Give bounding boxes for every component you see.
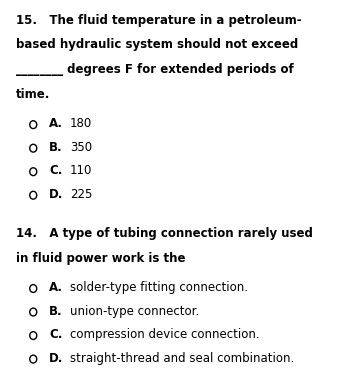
- Text: straight-thread and seal combination.: straight-thread and seal combination.: [70, 352, 294, 365]
- Text: A.: A.: [49, 281, 63, 294]
- Circle shape: [30, 285, 37, 292]
- Circle shape: [30, 144, 37, 152]
- Circle shape: [30, 355, 37, 363]
- Circle shape: [30, 121, 37, 129]
- Text: solder-type fitting connection.: solder-type fitting connection.: [70, 281, 248, 294]
- Text: union-type connector.: union-type connector.: [70, 305, 199, 318]
- Text: B.: B.: [49, 305, 63, 318]
- Text: 180: 180: [70, 117, 92, 130]
- Text: D.: D.: [49, 188, 63, 201]
- Text: B.: B.: [49, 141, 63, 154]
- Text: based hydraulic system should not exceed: based hydraulic system should not exceed: [16, 38, 298, 51]
- Text: A.: A.: [49, 117, 63, 130]
- Text: C.: C.: [49, 164, 62, 177]
- Text: ________ degrees F for extended periods of: ________ degrees F for extended periods …: [16, 63, 294, 76]
- Text: compression device connection.: compression device connection.: [70, 328, 260, 341]
- Text: 14.   A type of tubing connection rarely used: 14. A type of tubing connection rarely u…: [16, 227, 313, 240]
- Circle shape: [30, 191, 37, 199]
- Text: in fluid power work is the: in fluid power work is the: [16, 252, 185, 265]
- Text: 110: 110: [70, 164, 92, 177]
- Text: 350: 350: [70, 141, 92, 154]
- Text: 15.   The fluid temperature in a petroleum-: 15. The fluid temperature in a petroleum…: [16, 14, 301, 27]
- Text: D.: D.: [49, 352, 63, 365]
- Circle shape: [30, 332, 37, 339]
- Circle shape: [30, 168, 37, 176]
- Text: 225: 225: [70, 188, 92, 201]
- Circle shape: [30, 308, 37, 316]
- Text: C.: C.: [49, 328, 62, 341]
- Text: time.: time.: [16, 88, 50, 101]
